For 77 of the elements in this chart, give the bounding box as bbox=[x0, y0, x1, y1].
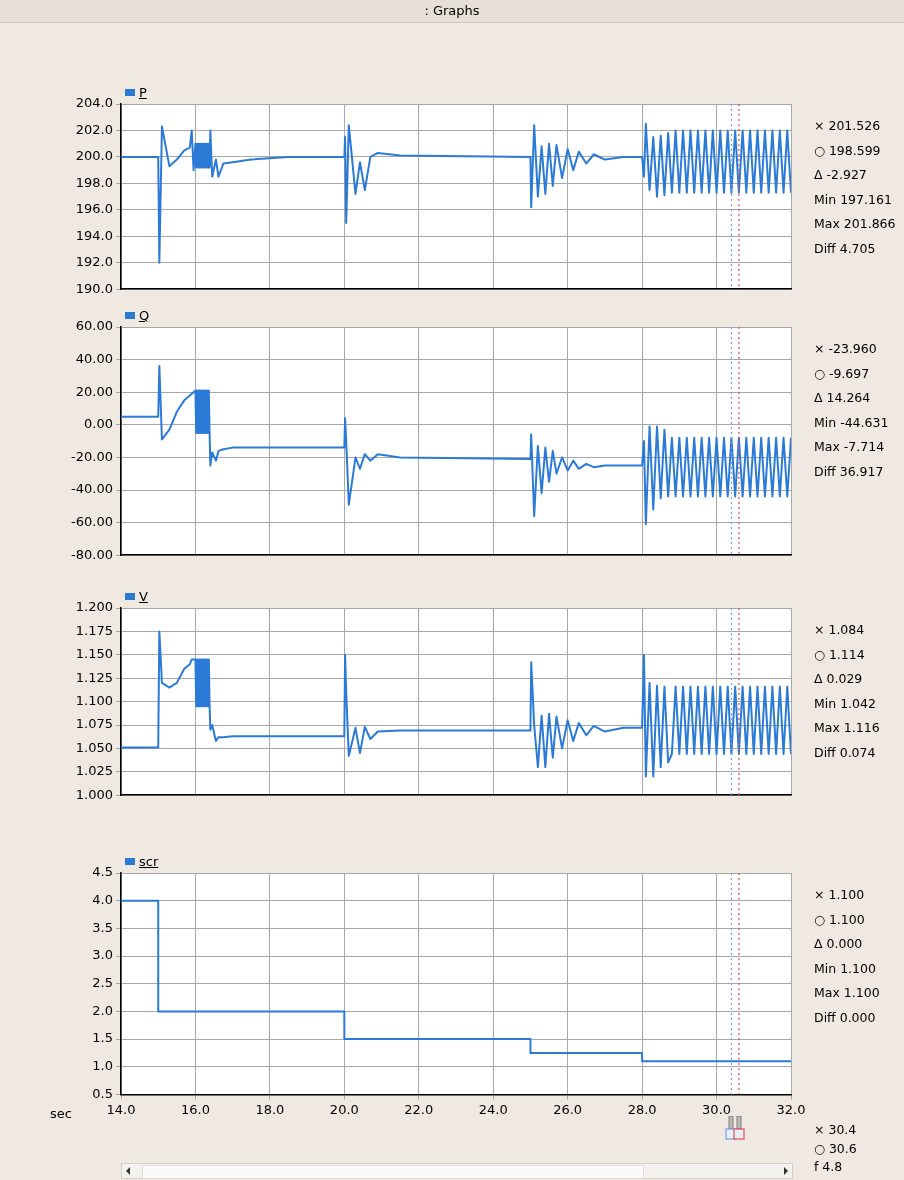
y-tick-label: 1.075 bbox=[75, 716, 113, 732]
legend-label: Q bbox=[139, 308, 150, 323]
y-tick-label: 194.0 bbox=[75, 227, 113, 243]
text: Δ 0.029 bbox=[814, 671, 863, 686]
text: f 4.8 bbox=[814, 1159, 843, 1175]
text: × 1.100 bbox=[814, 887, 865, 902]
y-tick-label: 202.0 bbox=[75, 121, 113, 137]
y-tick-label: 1.000 bbox=[75, 786, 113, 802]
x-tick-label: 14.0 bbox=[106, 1101, 136, 1117]
y-tick-label: 198.0 bbox=[75, 174, 113, 190]
chart-title: : Graphs bbox=[0, 0, 904, 23]
legend-label: scr bbox=[139, 854, 159, 869]
text: ○ 1.114 bbox=[814, 646, 865, 662]
y-tick-label: 0.00 bbox=[84, 416, 113, 432]
x-tick-label: 22.0 bbox=[404, 1101, 434, 1117]
text: Min 1.100 bbox=[814, 960, 876, 976]
y-tick-label: 1.5 bbox=[92, 1030, 113, 1046]
x-axis-title: sec bbox=[50, 1106, 72, 1122]
x-tick-label: 24.0 bbox=[478, 1101, 508, 1117]
x-tick-label: 18.0 bbox=[255, 1101, 285, 1117]
y-tick-label: 4.0 bbox=[92, 892, 113, 908]
text: Δ -2.927 bbox=[814, 167, 867, 182]
text: ○ 198.599 bbox=[814, 142, 881, 158]
y-tick-label: 1.175 bbox=[75, 622, 113, 638]
text: ○ 30.6 bbox=[814, 1140, 857, 1156]
text: Max -7.714 bbox=[814, 439, 885, 454]
text: Max 1.116 bbox=[814, 720, 880, 735]
y-tick-label: 60.00 bbox=[75, 318, 113, 334]
y-tick-label: 204.0 bbox=[75, 95, 113, 111]
y-tick-label: 20.00 bbox=[75, 383, 113, 399]
y-tick-label: 0.5 bbox=[92, 1085, 113, 1101]
text: ○ 1.100 bbox=[814, 911, 865, 927]
text: Max 1.100 bbox=[814, 985, 880, 1000]
y-tick-label: 196.0 bbox=[75, 201, 113, 217]
text: Diff 36.917 bbox=[814, 463, 884, 479]
y-tick-label: 1.025 bbox=[75, 763, 113, 779]
x-tick-label: 16.0 bbox=[180, 1101, 210, 1117]
text: Diff 4.705 bbox=[814, 240, 876, 256]
text: Diff 0.074 bbox=[814, 744, 876, 760]
x-tick-label: 30.0 bbox=[702, 1101, 732, 1117]
x-tick-label: 28.0 bbox=[627, 1101, 657, 1117]
y-tick-label: 1.0 bbox=[92, 1058, 113, 1074]
y-tick-label: -20.00 bbox=[71, 448, 113, 464]
text: Δ 14.264 bbox=[814, 390, 871, 405]
y-tick-label: 1.125 bbox=[75, 669, 113, 685]
text: ○ -9.697 bbox=[814, 365, 870, 381]
text: × 1.084 bbox=[814, 622, 865, 637]
text: Min 1.042 bbox=[814, 695, 876, 711]
y-tick-label: 1.050 bbox=[75, 739, 113, 755]
text: × 201.526 bbox=[814, 118, 881, 133]
y-tick-label: 3.5 bbox=[92, 919, 113, 935]
x-tick-label: 26.0 bbox=[553, 1101, 583, 1117]
text: × 30.4 bbox=[814, 1122, 857, 1138]
text: × -23.960 bbox=[814, 341, 877, 356]
y-tick-label: 200.0 bbox=[75, 148, 113, 164]
text: Min 197.161 bbox=[814, 191, 892, 207]
y-tick-label: -40.00 bbox=[71, 481, 113, 497]
y-tick-label: 192.0 bbox=[75, 254, 113, 270]
y-tick-label: 2.5 bbox=[92, 975, 113, 991]
text: Diff 0.000 bbox=[814, 1009, 876, 1025]
text: Δ 0.000 bbox=[814, 936, 863, 951]
y-tick-label: 1.100 bbox=[75, 692, 113, 708]
y-tick-label: -60.00 bbox=[71, 513, 113, 529]
y-tick-label: 190.0 bbox=[75, 280, 113, 296]
x-tick-label: 32.0 bbox=[776, 1101, 806, 1117]
text: Min -44.631 bbox=[814, 414, 889, 430]
y-tick-label: 1.150 bbox=[75, 646, 113, 662]
y-tick-label: 4.5 bbox=[92, 864, 113, 880]
y-tick-label: 40.00 bbox=[75, 350, 113, 366]
legend-label: V bbox=[139, 589, 148, 604]
text: Max 201.866 bbox=[814, 216, 896, 231]
x-tick-label: 20.0 bbox=[329, 1101, 359, 1117]
y-tick-label: 3.0 bbox=[92, 947, 113, 963]
y-tick-label: -80.00 bbox=[71, 546, 113, 562]
y-tick-label: 1.200 bbox=[75, 599, 113, 615]
y-tick-label: 2.0 bbox=[92, 1002, 113, 1018]
legend-label: P bbox=[139, 85, 147, 100]
